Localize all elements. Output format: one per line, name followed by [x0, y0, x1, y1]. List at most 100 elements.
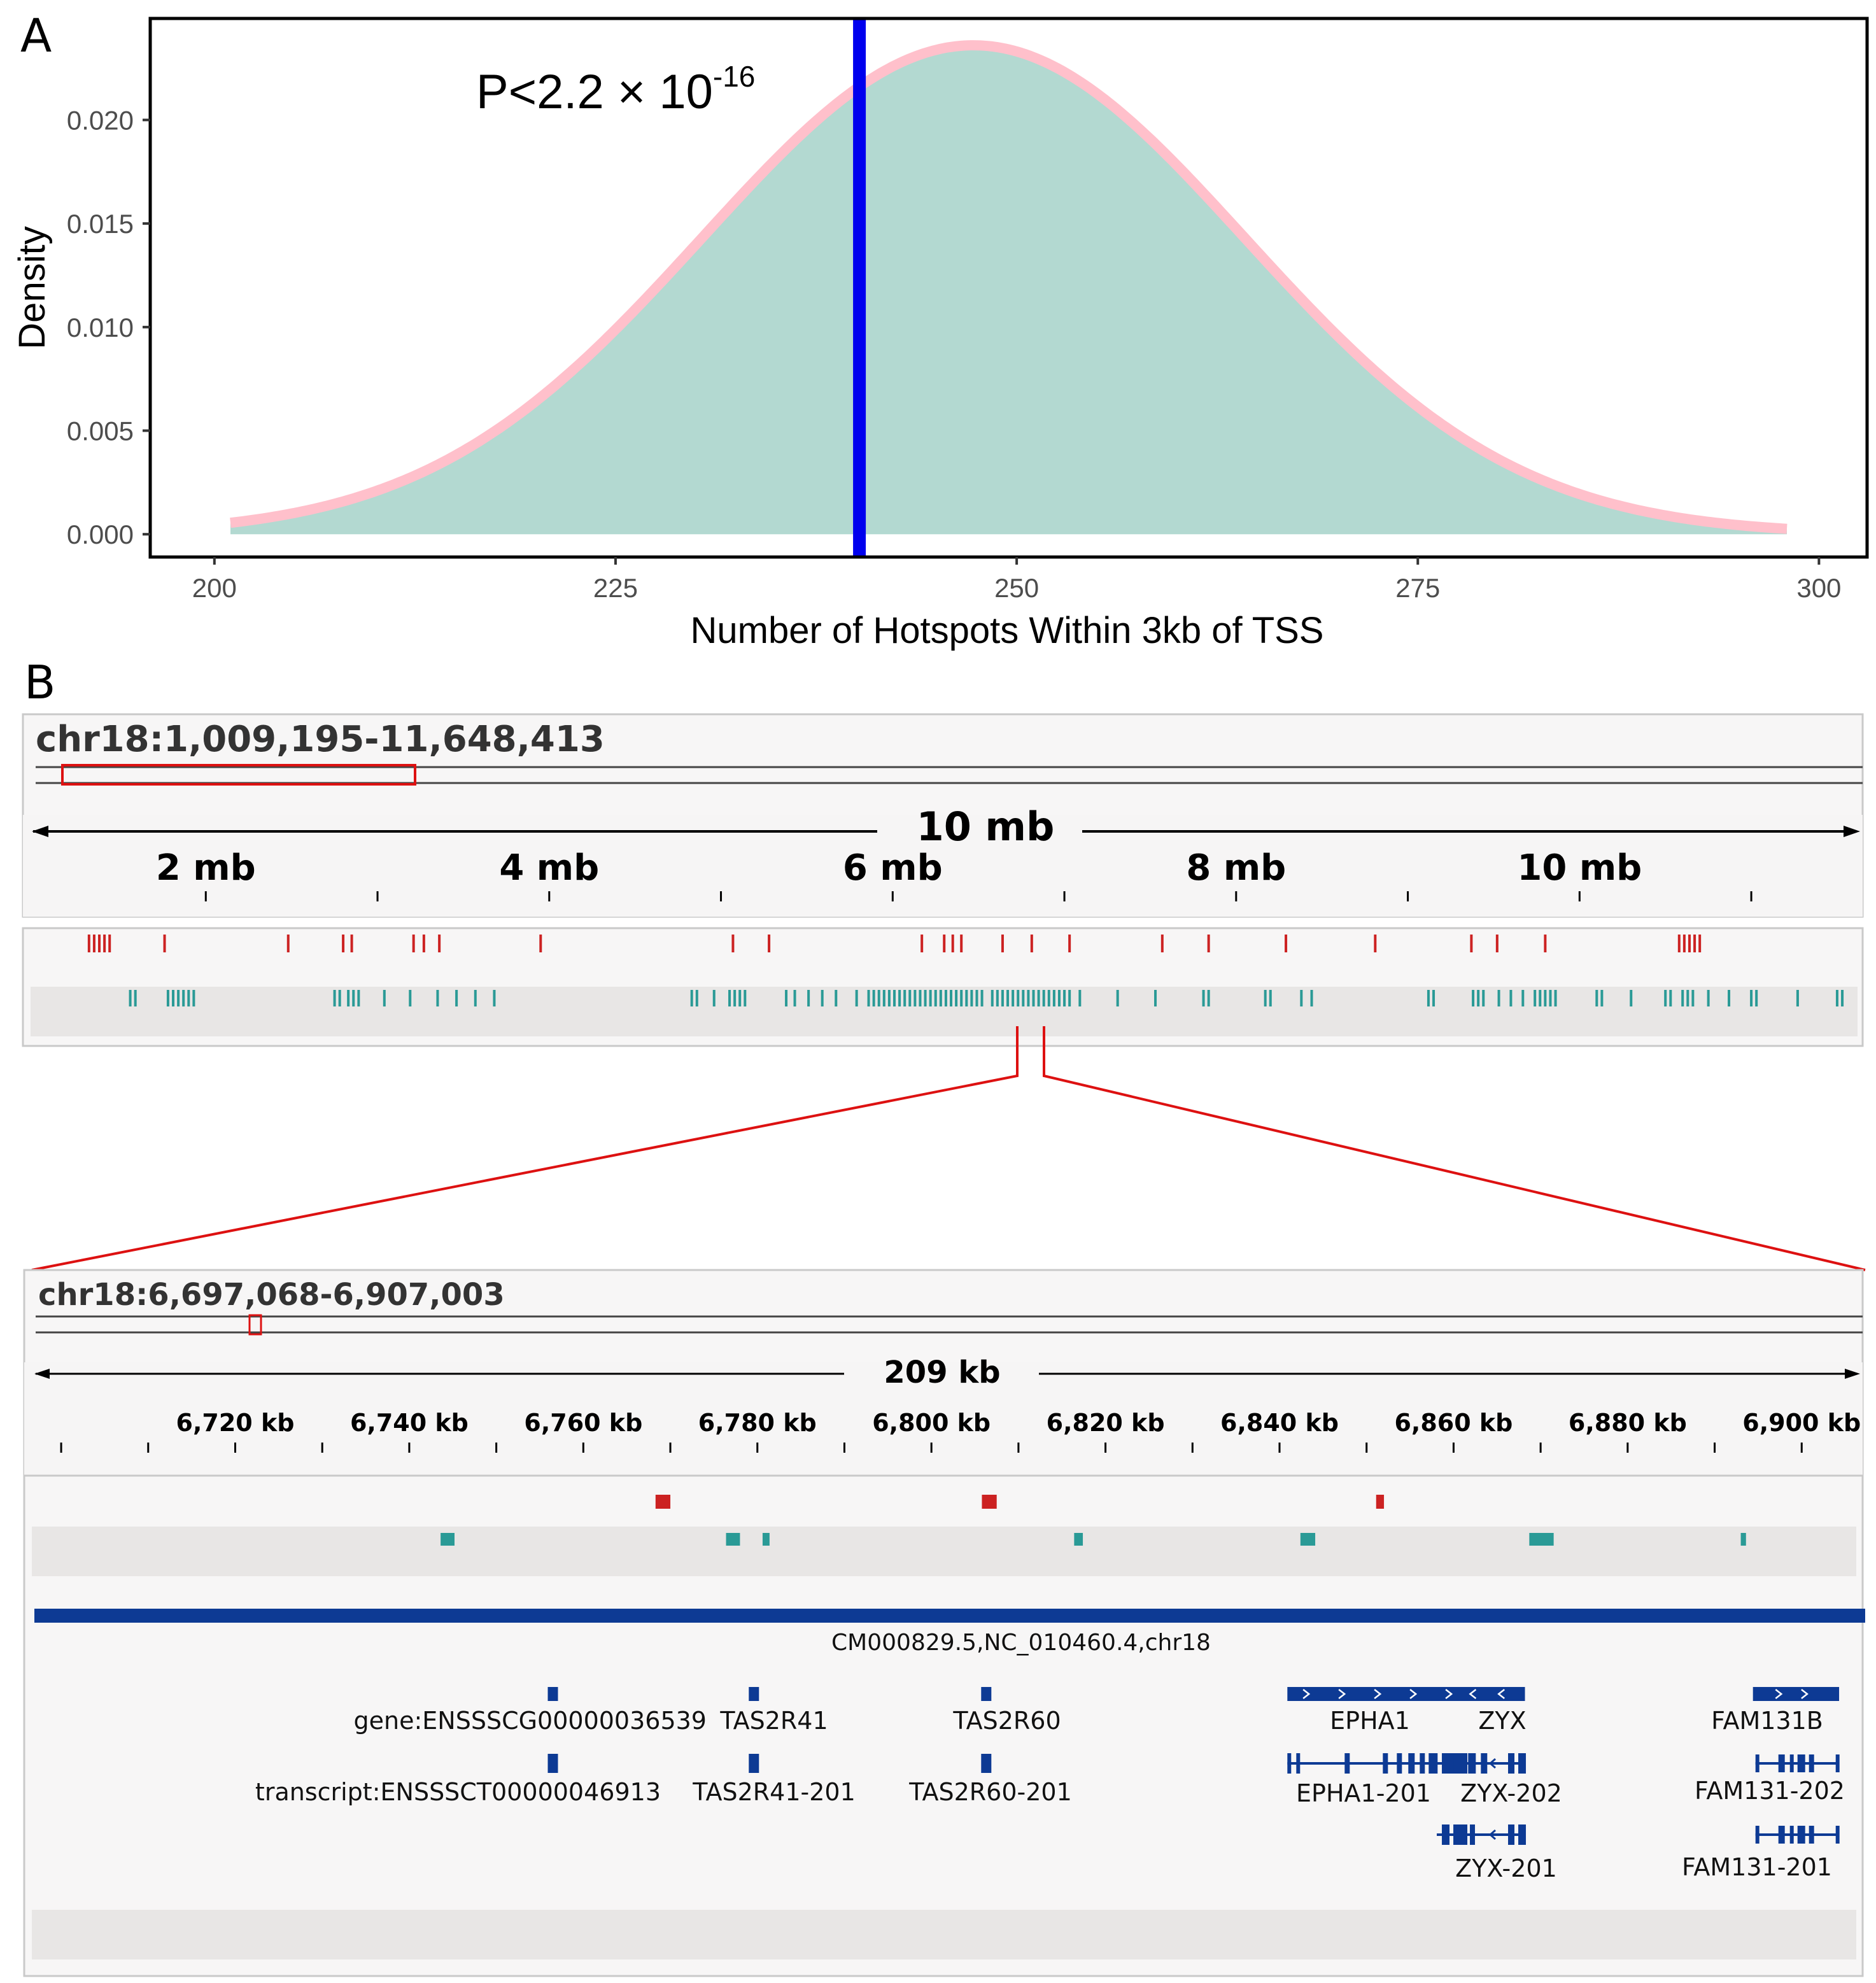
feature-mark — [409, 990, 412, 1006]
ruler-label: 6,780 kb — [698, 1409, 817, 1437]
feature-mark — [352, 990, 355, 1006]
feature-block — [1074, 1533, 1083, 1546]
range-arrowhead-left — [32, 826, 48, 837]
strand-chevron — [1445, 1689, 1453, 1699]
hotspot-mark — [960, 935, 963, 952]
hotspot-block — [1376, 1495, 1385, 1509]
feature-mark — [182, 990, 185, 1006]
feature-mark — [877, 990, 880, 1006]
feature-mark — [887, 990, 891, 1006]
exon — [1797, 1826, 1805, 1844]
feature-mark — [1554, 990, 1557, 1006]
gene-label-epha1: EPHA1 — [1330, 1707, 1410, 1735]
feature-mark — [855, 990, 858, 1006]
transcript-label-zyx-202: ZYX-202 — [1460, 1779, 1562, 1807]
gene-label: gene:ENSSSCG00000036539 — [354, 1707, 707, 1735]
hotspot-mark — [920, 935, 924, 952]
feature-mark — [1037, 990, 1040, 1006]
zoom-locus: chr18:6,697,068-6,907,003 — [38, 1277, 505, 1313]
hotspot-mark — [943, 935, 946, 952]
zoom-track-band — [32, 1527, 1856, 1576]
feature-mark — [1796, 990, 1799, 1006]
x-tick-label: 200 — [192, 573, 237, 603]
feature-mark — [1006, 990, 1010, 1006]
exon — [1470, 1753, 1476, 1774]
hotspot-mark — [1374, 935, 1377, 952]
overview-locus: chr18:1,009,195-11,648,413 — [36, 719, 605, 760]
hotspot-mark — [1470, 935, 1473, 952]
feature-mark — [996, 990, 999, 1006]
feature-mark — [1477, 990, 1480, 1006]
panel-b-label: B — [24, 656, 56, 709]
zoom-bottom-band — [32, 1910, 1856, 1959]
feature-mark — [1432, 990, 1435, 1006]
feature-mark — [1509, 990, 1513, 1006]
feature-mark — [129, 990, 132, 1006]
hotspot-mark — [87, 935, 90, 952]
hotspot-mark — [951, 935, 954, 952]
gene-block — [547, 1687, 558, 1701]
y-tick-label: 0.010 — [67, 313, 134, 342]
transcript-label: TAS2R41-201 — [692, 1778, 856, 1806]
exon — [1296, 1753, 1301, 1774]
feature-mark — [1310, 990, 1313, 1006]
feature-mark — [1664, 990, 1667, 1006]
feature-mark — [1521, 990, 1525, 1006]
exon — [1789, 1754, 1794, 1772]
transcript-label-epha1: EPHA1-201 — [1296, 1779, 1431, 1807]
exon — [1470, 1824, 1476, 1845]
feature-mark — [1427, 990, 1430, 1006]
exon — [1453, 1824, 1468, 1845]
feature-mark — [474, 990, 477, 1006]
ruler-label: 4 mb — [499, 847, 599, 889]
feature-block — [1529, 1533, 1554, 1546]
feature-mark — [867, 990, 870, 1006]
feature-mark — [965, 990, 968, 1006]
ideogram-region-box — [61, 764, 416, 786]
feature-mark — [1042, 990, 1045, 1006]
feature-mark — [929, 990, 932, 1006]
ruler-label: 6,900 kb — [1742, 1409, 1861, 1437]
feature-mark — [903, 990, 906, 1006]
exon — [1809, 1826, 1814, 1844]
exon — [1397, 1753, 1402, 1774]
hotspot-mark — [768, 935, 771, 952]
x-axis-ticks: 200 225 250 275 300 — [192, 557, 1841, 603]
feature-block — [762, 1533, 770, 1546]
feature-mark — [455, 990, 458, 1006]
feature-mark — [172, 990, 175, 1006]
exon — [1755, 1826, 1760, 1844]
hotspot-mark — [350, 935, 353, 952]
exon — [1344, 1753, 1350, 1774]
sequence-bar — [34, 1609, 1865, 1623]
exon — [1809, 1754, 1814, 1772]
feature-mark — [1595, 990, 1598, 1006]
gene-label-zyx: ZYX — [1478, 1707, 1526, 1735]
feature-block — [1300, 1533, 1316, 1546]
feature-mark — [690, 990, 693, 1006]
feature-mark — [1681, 990, 1684, 1006]
feature-mark — [1269, 990, 1272, 1006]
strand-chevron — [1469, 1689, 1477, 1699]
hotspot-mark — [103, 935, 106, 952]
gene-label: TAS2R41 — [719, 1707, 828, 1735]
feature-mark — [695, 990, 698, 1006]
exon — [1383, 1753, 1388, 1774]
zoom-ideogram-region-box — [248, 1314, 262, 1336]
ruler-label: 6,860 kb — [1394, 1409, 1513, 1437]
feature-mark — [1539, 990, 1542, 1006]
feature-mark — [835, 990, 838, 1006]
gene-bar-epha1-zyx — [1287, 1687, 1525, 1701]
feature-mark — [1841, 990, 1844, 1006]
y-axis-ticks: 0.000 0.005 0.010 0.015 0.020 — [67, 105, 150, 549]
ruler-label: 6 mb — [843, 847, 943, 889]
hotspot-mark — [1285, 935, 1288, 952]
feature-mark — [1207, 990, 1210, 1006]
y-tick-label: 0.015 — [67, 209, 134, 239]
hotspot-mark — [1207, 935, 1210, 952]
gene-bar-fam131b — [1753, 1687, 1840, 1701]
hotspot-mark — [108, 935, 111, 952]
transcript-label-fam131-201: FAM131-201 — [1682, 1853, 1832, 1881]
feature-mark — [728, 990, 731, 1006]
density-area — [230, 45, 1787, 535]
